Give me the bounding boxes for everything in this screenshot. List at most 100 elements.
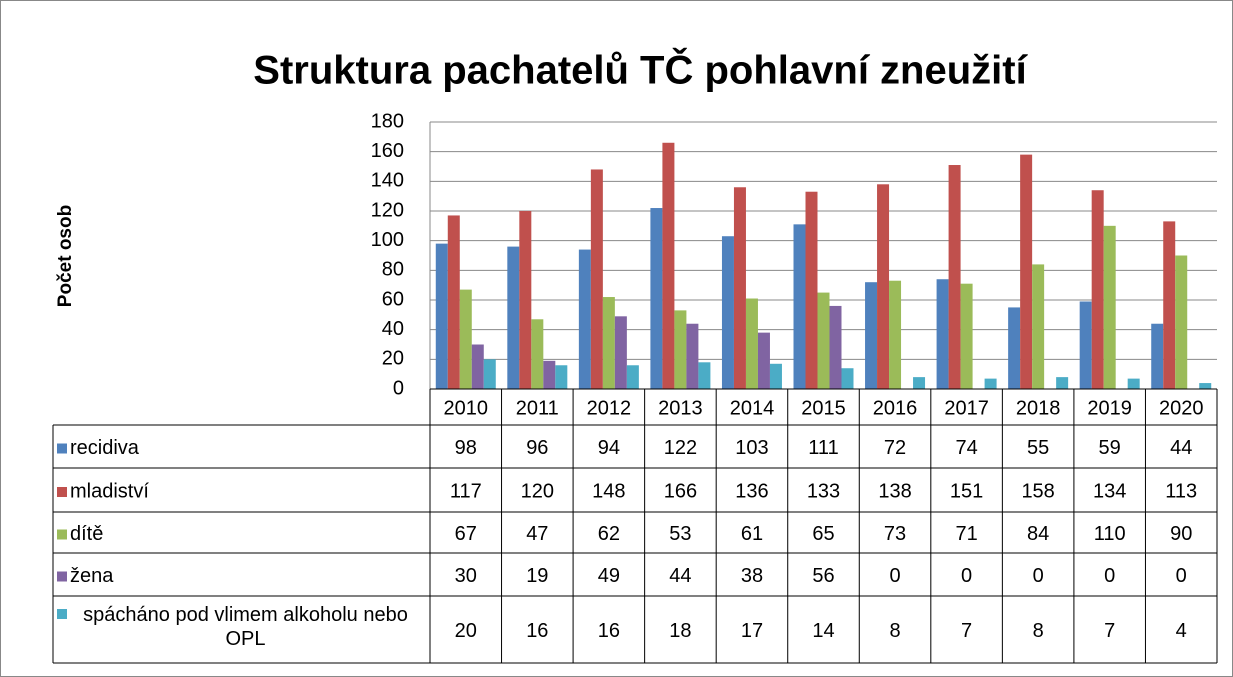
bar	[721, 236, 734, 389]
y-tick-label: 0	[393, 377, 404, 399]
table-value: 96	[526, 437, 548, 459]
table-value: 61	[741, 523, 763, 545]
bar	[805, 191, 818, 389]
bar	[733, 187, 746, 389]
bar	[757, 332, 770, 389]
y-axis-label: Počet osob	[55, 205, 76, 307]
table-value: 158	[1021, 480, 1054, 502]
bar	[674, 310, 687, 389]
legend-key	[57, 443, 67, 454]
y-tick-label: 80	[382, 259, 404, 281]
legend-label: mladiství	[70, 480, 149, 502]
bar	[519, 211, 532, 389]
table-value: 113	[1165, 480, 1197, 502]
chart-title: Struktura pachatelů TČ pohlavní zneužití	[253, 47, 1028, 93]
table-value: 16	[526, 620, 548, 642]
bar	[614, 316, 627, 389]
bar	[435, 243, 448, 389]
table-value: 138	[878, 480, 911, 502]
y-tick-label: 60	[382, 288, 404, 310]
table-value: 8	[1033, 620, 1044, 642]
bar	[1056, 377, 1069, 389]
bar	[865, 282, 878, 389]
bar	[650, 208, 663, 389]
bar	[698, 362, 711, 389]
bar	[793, 224, 806, 389]
x-tick-label: 2012	[587, 397, 632, 419]
x-tick-label: 2020	[1159, 397, 1204, 419]
bar	[769, 363, 782, 389]
table-value: 44	[1170, 437, 1192, 459]
y-tick-label: 160	[371, 140, 404, 162]
x-tick-label: 2013	[658, 397, 703, 419]
bar	[1199, 383, 1212, 389]
table-value: 103	[735, 437, 768, 459]
bar	[531, 319, 544, 389]
table-value: 0	[1104, 565, 1115, 587]
x-tick-label: 2015	[801, 397, 846, 419]
bar	[471, 344, 484, 389]
table-value: 16	[598, 620, 620, 642]
x-tick-label: 2010	[444, 397, 489, 419]
bar	[1103, 225, 1116, 389]
bar	[948, 165, 961, 389]
legend-label: recidiva	[70, 437, 140, 459]
legend-key	[57, 487, 67, 497]
legend-label: žena	[70, 565, 114, 587]
bar	[913, 377, 926, 389]
bar	[459, 289, 472, 389]
bar	[626, 365, 639, 389]
legend-label: spácháno pod vlimem alkoholu nebo OPL	[83, 604, 408, 650]
table-value: 17	[741, 620, 763, 642]
x-tick-label: 2014	[730, 397, 775, 419]
table-value: 84	[1027, 523, 1049, 545]
table-value: 49	[598, 565, 620, 587]
table-value: 14	[812, 620, 834, 642]
table-value: 73	[884, 523, 906, 545]
table-value: 0	[889, 565, 900, 587]
table-value: 166	[664, 480, 697, 502]
table-value: 90	[1170, 523, 1192, 545]
bar	[1091, 190, 1104, 389]
table-value: 44	[669, 565, 691, 587]
table-value: 117	[450, 480, 482, 502]
bar	[889, 280, 902, 389]
y-tick-label: 120	[371, 199, 404, 221]
table-value: 122	[664, 437, 697, 459]
bar	[1163, 221, 1176, 389]
bar	[447, 215, 460, 389]
legend-label-box: spácháno pod vlimem alkoholu nebo OPL	[83, 604, 408, 650]
legend-label: dítě	[70, 523, 103, 545]
table-value: 0	[1033, 565, 1044, 587]
legend-key	[57, 571, 67, 582]
legend-key	[57, 529, 67, 540]
bar	[578, 249, 591, 389]
y-tick-label: 20	[382, 348, 404, 370]
table-value: 53	[669, 523, 691, 545]
bar	[1079, 301, 1092, 389]
bar	[984, 378, 997, 389]
x-tick-label: 2019	[1087, 397, 1132, 419]
legend-key	[57, 609, 67, 619]
bar	[483, 359, 496, 389]
y-tick-label: 40	[382, 318, 404, 340]
bar	[662, 142, 675, 389]
table-value: 111	[808, 437, 838, 459]
table-value: 151	[950, 480, 983, 502]
x-tick-label: 2018	[1016, 397, 1061, 419]
table-value: 18	[669, 620, 691, 642]
table-value: 55	[1027, 437, 1049, 459]
table-value: 65	[812, 523, 834, 545]
x-tick-label: 2011	[516, 397, 559, 419]
table-value: 19	[526, 565, 548, 587]
table-value: 67	[455, 523, 477, 545]
bar	[841, 368, 854, 389]
table-value: 7	[961, 620, 972, 642]
table-value: 98	[455, 437, 477, 459]
table-value: 71	[955, 523, 977, 545]
bar	[686, 323, 699, 389]
bar	[1127, 378, 1140, 389]
table-value: 47	[526, 523, 548, 545]
bar	[507, 246, 520, 389]
table-value: 62	[598, 523, 620, 545]
